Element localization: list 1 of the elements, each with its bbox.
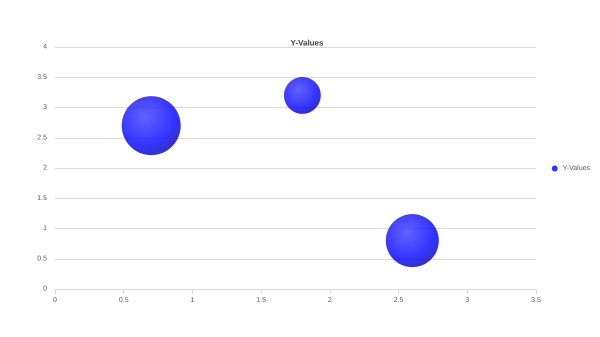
chart-title: Y-Values: [290, 38, 324, 48]
